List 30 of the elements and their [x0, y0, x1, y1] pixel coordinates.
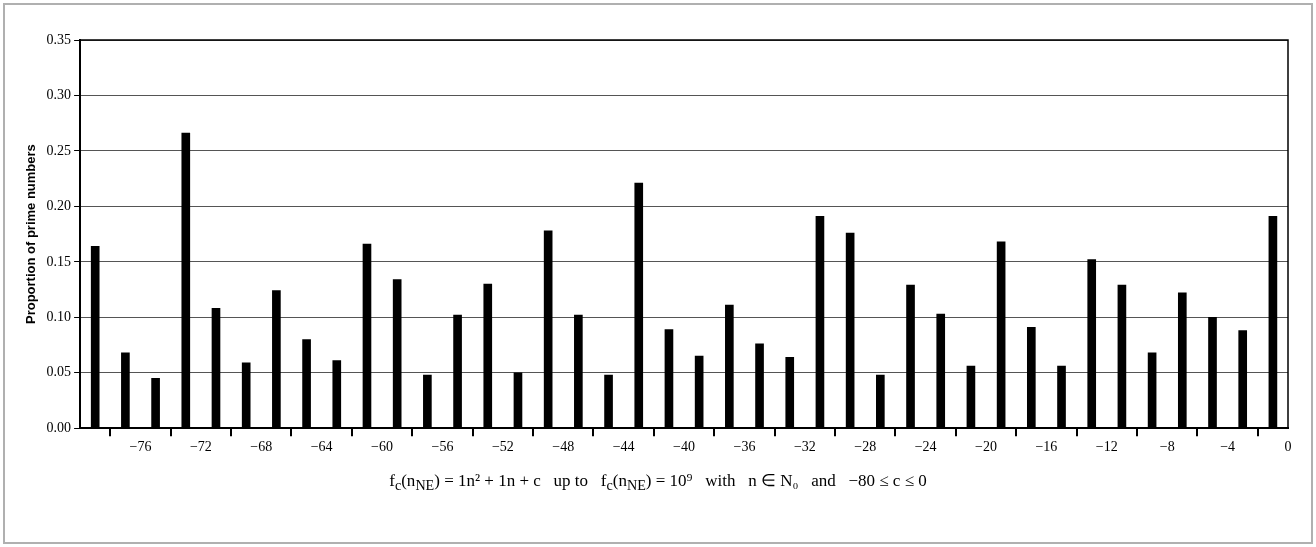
x-tick-label: −60 [371, 439, 394, 455]
x-tick-label: −64 [310, 439, 333, 455]
x-tick-label: −72 [189, 439, 212, 455]
x-tick-label: −32 [793, 439, 816, 455]
x-tick-label: −20 [975, 439, 997, 455]
x-tick-label: −4 [1220, 439, 1236, 455]
x-tick-label: −12 [1095, 439, 1118, 455]
x-tick-label: −16 [1035, 439, 1058, 455]
x-tick-label: −76 [129, 439, 152, 455]
x-tick-label: −36 [733, 439, 756, 455]
y-tick-label: 0.05 [46, 364, 72, 380]
y-axis-title: Proportion of prime numbers [23, 144, 39, 325]
y-tick-label: 0.10 [46, 308, 72, 324]
y-tick-label: 0.00 [46, 419, 72, 435]
y-tick-label: 0.20 [46, 198, 72, 214]
y-tick-label: 0.15 [46, 253, 72, 269]
y-tick-label: 0.30 [46, 87, 72, 103]
x-tick-label: −28 [854, 439, 877, 455]
x-tick-label: −68 [250, 439, 273, 455]
x-tick-label: −44 [612, 439, 635, 455]
text: f$_{c}$(n$_{NE}$) = 1n² + 1n + c up to f$_{c}$(n$_{NE}$) = 10⁹ with n ∈ N₀ and −80 ≤ c ≤ 0 [389, 471, 927, 494]
x-tick-label: −52 [491, 439, 514, 455]
x-tick-label: −56 [431, 439, 454, 455]
x-tick-label: −8 [1159, 439, 1175, 455]
x-tick-label: −24 [914, 439, 937, 455]
x-tick-label: −40 [673, 439, 695, 455]
y-tick-label: 0.35 [46, 31, 72, 47]
y-tick-label: 0.25 [46, 142, 72, 158]
x-tick-label: 0 [1284, 439, 1292, 455]
x-tick-label: −48 [552, 439, 575, 455]
